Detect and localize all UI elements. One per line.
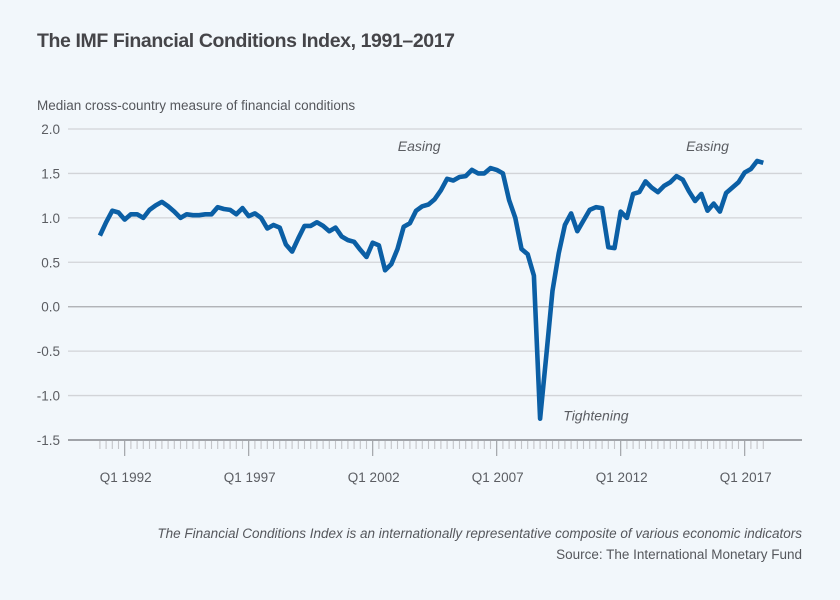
chart-source: Source: The International Monetary Fund <box>556 547 802 562</box>
annotation-label: Tightening <box>563 407 628 423</box>
x-tick-label: Q1 1997 <box>224 470 276 485</box>
y-tick-label: -1.5 <box>37 433 60 448</box>
chart-title: The IMF Financial Conditions Index, 1991… <box>37 30 455 52</box>
x-tick-label: Q1 2017 <box>720 470 772 485</box>
y-axis-ticks: 2.0 1.5 1.0 0.5 0.0 -0.5 -1.0 -1.5 <box>37 122 60 448</box>
chart-footnote: The Financial Conditions Index is an int… <box>157 526 802 541</box>
x-axis: Q1 1992 Q1 1997 Q1 2002 Q1 2007 Q1 2012 Q1 20… <box>99 441 772 485</box>
y-tick-label: 0.5 <box>41 255 60 270</box>
y-tick-label: -1.0 <box>37 389 60 404</box>
series-line <box>97 158 764 422</box>
y-tick-label: -0.5 <box>37 344 60 359</box>
annotation-label: Easing <box>398 138 441 154</box>
y-tick-label: 1.0 <box>41 211 60 226</box>
y-tick-label: 1.5 <box>41 166 60 181</box>
x-tick-label: Q1 2007 <box>472 470 524 485</box>
annotations: Easing Tightening Easing <box>398 138 729 423</box>
x-tick-label: Q1 1992 <box>100 470 152 485</box>
y-axis-label: Median cross-country measure of financia… <box>37 98 356 113</box>
gridlines <box>68 128 802 441</box>
series-layer <box>97 158 764 422</box>
x-tick-label: Q1 2002 <box>348 470 400 485</box>
y-tick-label: 2.0 <box>41 122 60 137</box>
x-tick-label: Q1 2012 <box>596 470 648 485</box>
y-tick-label: 0.0 <box>41 300 60 315</box>
annotation-label: Easing <box>686 138 729 154</box>
